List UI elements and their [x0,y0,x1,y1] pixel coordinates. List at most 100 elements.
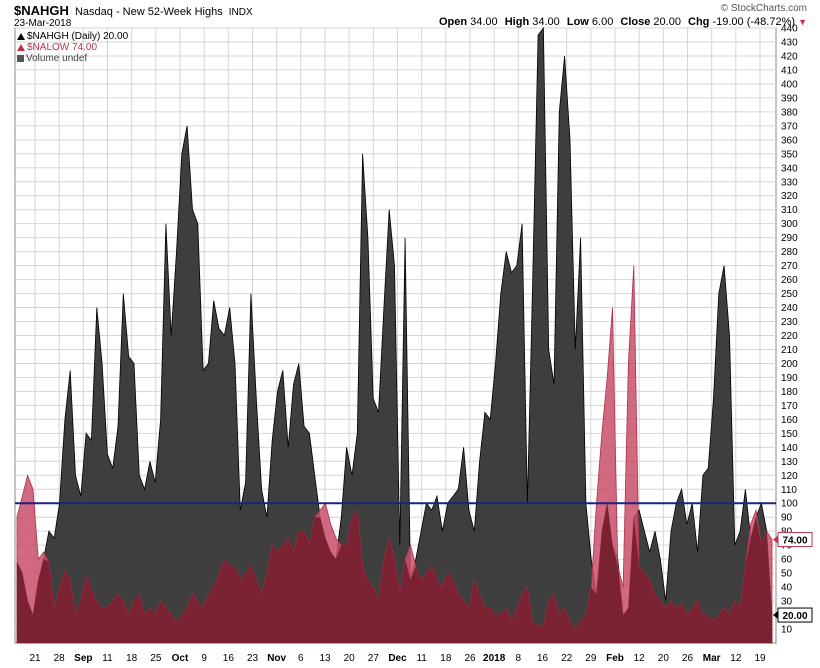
x-tick-label: 12 [634,653,646,664]
watermark: © StockCharts.com [720,3,807,14]
y-tick-label: 160 [781,415,798,426]
y-tick-label: 120 [781,471,798,482]
legend-item-volume: Volume undef [17,53,87,64]
high-label: High [504,16,530,28]
y-tick-label: 440 [781,24,798,35]
x-axis-ticks: 21 28 Sep 11 18 25 Oct 9 16 23 Nov 6 13 20 27 Dec 11 18 26… [29,653,766,664]
x-tick-label: Nov [267,653,286,664]
y-tick-label: 300 [781,219,798,230]
series-overlap-area [17,503,772,643]
y-tick-label: 190 [781,373,798,384]
x-tick-label: 25 [150,653,162,664]
low-value: 6.00 [591,16,614,28]
y-tick-label: 320 [781,191,798,202]
index-name: Nasdaq - New 52-Week Highs [74,6,223,18]
x-tick-label: Mar [703,653,721,664]
badge-lows-label: 74.00 [782,536,807,547]
open-label: Open [438,16,468,28]
y-tick-label: 270 [781,261,798,272]
x-tick-label: 20 [344,653,356,664]
y-tick-label: 100 [781,499,798,510]
y-tick-label: 230 [781,317,798,328]
last-value-badges: 74.00 20.00 [773,532,813,623]
y-tick-label: 40 [781,583,793,594]
y-tick-label: 340 [781,163,798,174]
y-tick-label: 400 [781,79,798,90]
y-tick-label: 110 [781,485,797,496]
x-tick-label: 21 [29,653,41,664]
badge-highs-label: 20.00 [782,611,807,622]
y-tick-label: 280 [781,247,798,258]
y-tick-label: 220 [781,331,798,342]
chg-value: -19.00 (-48.72%) [712,16,796,28]
y-tick-label: 370 [781,121,798,132]
y-tick-label: 150 [781,429,798,440]
badge-highs-pointer [773,611,778,620]
y-tick-label: 240 [781,303,798,314]
legend-label: $NALOW 74.00 [27,42,98,53]
x-tick-label: 18 [126,653,138,664]
legend-item-highs: $NAHGH (Daily) 20.00 [17,31,128,42]
area-icon [17,33,25,40]
x-tick-label: 23 [247,653,259,664]
x-tick-label: 2018 [483,653,506,664]
x-tick-label: 29 [585,653,597,664]
x-tick-label: Dec [388,653,407,664]
y-tick-label: 90 [781,513,793,524]
x-tick-label: 16 [223,653,235,664]
y-tick-label: 390 [781,93,798,104]
y-tick-label: 50 [781,569,793,580]
x-tick-label: Oct [172,653,189,664]
down-arrow-icon: ▼ [798,17,807,27]
y-tick-label: 260 [781,275,798,286]
legend-label: Volume undef [26,53,88,64]
y-tick-label: 360 [781,135,798,146]
x-tick-label: 12 [730,653,742,664]
y-tick-label: 140 [781,443,798,454]
chart-header-left: $NAHGH Nasdaq - New 52-Week Highs INDX [14,3,253,18]
x-tick-label: 9 [201,653,207,664]
x-tick-label: 20 [658,653,670,664]
x-tick-label: 26 [464,653,476,664]
low-label: Low [566,16,589,28]
x-tick-label: 22 [561,653,573,664]
legend-item-lows: $NALOW 74.00 [17,42,97,53]
y-tick-label: 130 [781,457,798,468]
y-tick-label: 60 [781,555,793,566]
y-tick-label: 330 [781,177,798,188]
y-tick-label: 420 [781,51,798,62]
x-tick-label: Feb [606,653,624,664]
y-tick-label: 350 [781,149,798,160]
x-tick-label: 13 [319,653,331,664]
symbol-label: $NAHGH [14,3,69,18]
chart-date: 23-Mar-2018 [14,18,72,29]
chg-label: Chg [688,16,710,28]
series-highs-area [16,26,773,644]
high-value: 34.00 [532,16,560,28]
area-series [16,26,773,644]
y-tick-label: 180 [781,387,798,398]
x-tick-label: 18 [440,653,452,664]
x-tick-label: 16 [537,653,549,664]
x-tick-label: 8 [516,653,522,664]
close-label: Close [620,16,651,28]
y-tick-label: 210 [781,345,798,356]
x-tick-label: Sep [74,653,92,664]
badge-lows-pointer [773,535,778,544]
x-tick-label: 27 [368,653,380,664]
exchange-label: INDX [228,7,253,18]
y-tick-label: 430 [781,37,798,48]
x-tick-label: 26 [682,653,694,664]
x-tick-label: 11 [102,653,113,664]
y-tick-label: 380 [781,107,798,118]
legend-label: $NAHGH (Daily) 20.00 [27,31,129,42]
y-tick-label: 200 [781,359,798,370]
close-value: 20.00 [653,16,681,28]
x-tick-label: 28 [54,653,66,664]
y-tick-label: 170 [781,401,798,412]
y-tick-label: 30 [781,597,793,608]
y-tick-label: 410 [781,65,798,76]
y-tick-label: 10 [781,625,793,636]
y-tick-label: 290 [781,233,798,244]
